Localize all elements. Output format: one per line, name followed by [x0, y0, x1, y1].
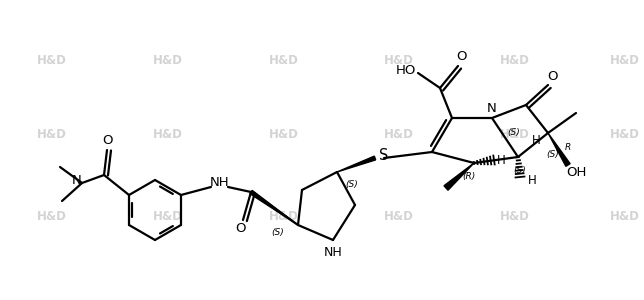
- Text: N: N: [72, 175, 82, 188]
- Text: H&D: H&D: [153, 209, 182, 223]
- Text: H: H: [497, 154, 506, 166]
- Text: (S): (S): [507, 128, 520, 136]
- Text: H&D: H&D: [610, 128, 639, 142]
- Text: H&D: H&D: [153, 128, 182, 142]
- Text: (S): (S): [346, 179, 358, 188]
- Text: O: O: [457, 50, 468, 64]
- Polygon shape: [548, 133, 570, 166]
- Text: H: H: [527, 173, 536, 187]
- Polygon shape: [444, 163, 474, 190]
- Text: H&D: H&D: [384, 53, 414, 67]
- Text: R: R: [565, 142, 571, 152]
- Text: H&D: H&D: [384, 128, 414, 142]
- Text: H&D: H&D: [269, 128, 298, 142]
- Text: (S): (S): [272, 229, 285, 238]
- Text: H&D: H&D: [153, 53, 182, 67]
- Text: O: O: [548, 70, 558, 83]
- Text: H&D: H&D: [500, 53, 530, 67]
- Text: H&D: H&D: [269, 53, 298, 67]
- Polygon shape: [250, 190, 298, 225]
- Text: H&D: H&D: [610, 209, 639, 223]
- Text: H&D: H&D: [500, 128, 530, 142]
- Text: H&D: H&D: [37, 53, 66, 67]
- Text: O: O: [236, 223, 246, 236]
- Text: H&D: H&D: [610, 53, 639, 67]
- Text: N: N: [487, 101, 497, 115]
- Text: H&D: H&D: [500, 209, 530, 223]
- Text: S: S: [379, 148, 389, 164]
- Text: NH: NH: [324, 245, 343, 259]
- Text: (S): (S): [514, 167, 526, 176]
- Polygon shape: [337, 156, 375, 172]
- Text: O: O: [102, 134, 112, 148]
- Text: H&D: H&D: [37, 128, 66, 142]
- Text: H: H: [532, 134, 540, 148]
- Text: (R): (R): [462, 172, 476, 182]
- Text: OH: OH: [566, 167, 586, 179]
- Text: (S): (S): [547, 151, 560, 160]
- Text: H&D: H&D: [269, 209, 298, 223]
- Text: H&D: H&D: [384, 209, 414, 223]
- Text: HO: HO: [396, 64, 416, 76]
- Text: H&D: H&D: [37, 209, 66, 223]
- Text: NH: NH: [210, 176, 230, 190]
